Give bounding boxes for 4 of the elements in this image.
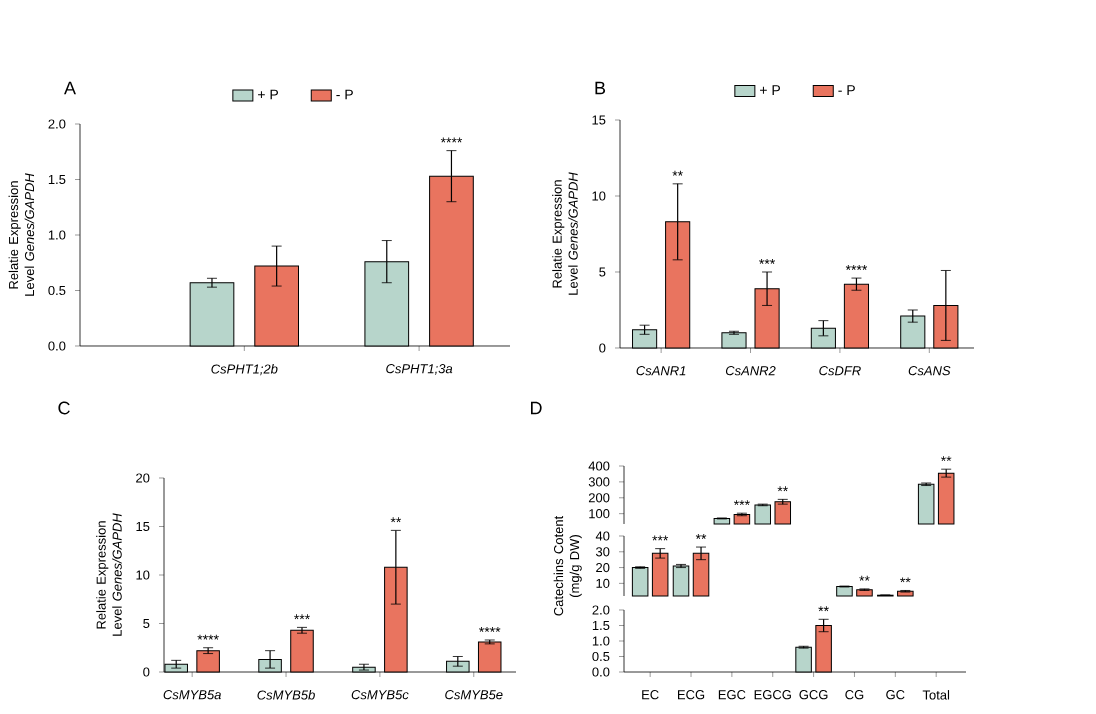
chart-title: C bbox=[58, 401, 70, 415]
chart-title: A bbox=[64, 81, 76, 95]
chart-title: B bbox=[595, 81, 606, 95]
chart-title: D bbox=[530, 401, 542, 415]
